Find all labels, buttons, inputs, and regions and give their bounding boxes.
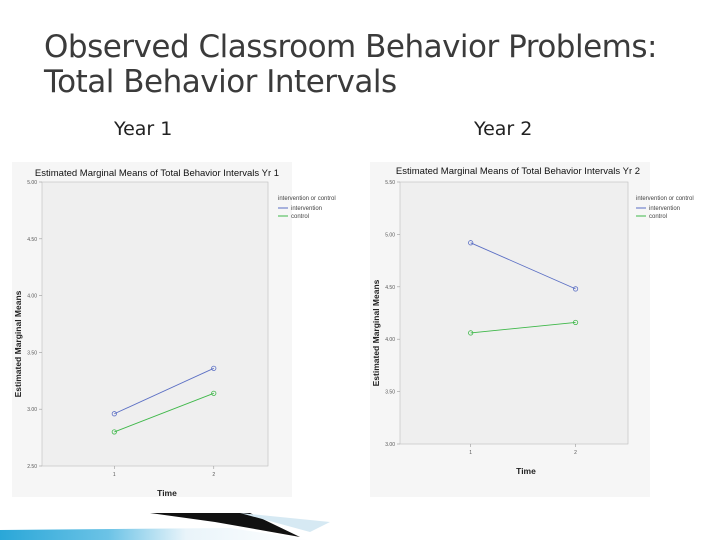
data-point-control-2 [211,390,217,396]
y-tick-label: 3.00 [27,407,37,413]
x-tick-label: 1 [113,472,116,478]
year-1-label: Year 1 [114,118,173,140]
y-tick-label: 2.50 [27,464,37,470]
x-tick-label: 1 [469,450,472,456]
data-point-control-1 [111,429,117,435]
series-line-intervention [470,242,576,290]
series-line-control [470,321,576,334]
legend-title: intervention or control [278,196,336,202]
y-tick-label: 3.00 [385,442,395,448]
data-point-control-1 [468,330,474,336]
y-tick-label: 4.50 [27,237,37,243]
y-tick-label: 5.00 [27,180,37,186]
y-axis-title: Estimated Marginal Means [13,290,23,397]
legend-label-control: control [649,214,667,220]
data-point-intervention-2 [211,365,217,371]
slide-title-line-2: Total Behavior Intervals [44,64,397,100]
y-tick-label: 4.00 [27,294,37,300]
x-axis-title: Time [516,466,536,476]
legend-title: intervention or control [636,196,694,202]
data-point-intervention-1 [468,240,474,246]
slide-title: Observed Classroom Behavior Problems: To… [44,30,657,100]
data-point-control-2 [572,319,579,326]
chart-year-2: Estimated Marginal Means of Total Behavi… [370,162,694,497]
data-point-intervention-2 [572,286,579,292]
footer-blue-stripe [0,528,310,540]
footer-light-wedge [240,513,330,532]
chart-title: Estimated Marginal Means of Total Behavi… [396,166,640,177]
y-axis-title: Estimated Marginal Means [371,279,381,386]
chart-year-1: Estimated Marginal Means of Total Behavi… [12,162,336,498]
x-tick-label: 2 [212,472,215,478]
chart-title: Estimated Marginal Means of Total Behavi… [35,168,279,179]
year-2-label: Year 2 [474,118,533,140]
y-tick-label: 4.50 [385,285,395,291]
data-point-intervention-1 [111,411,117,417]
y-tick-label: 5.50 [385,180,395,186]
series-line-intervention [114,367,214,415]
y-tick-label: 3.50 [385,390,395,396]
x-tick-label: 2 [574,450,577,456]
slide-title-line-1: Observed Classroom Behavior Problems: [44,29,657,65]
plot-area [399,181,629,445]
x-axis-title: Time [157,488,177,498]
legend-label-intervention: intervention [291,206,322,212]
legend-label-control: control [291,214,309,220]
y-tick-label: 4.00 [385,337,395,343]
legend-label-intervention: intervention [649,206,680,212]
plot-area [41,181,269,467]
y-tick-label: 3.50 [27,350,37,356]
footer-accent-bar [0,513,330,540]
y-tick-label: 5.00 [385,232,395,238]
series-line-control [114,392,214,433]
